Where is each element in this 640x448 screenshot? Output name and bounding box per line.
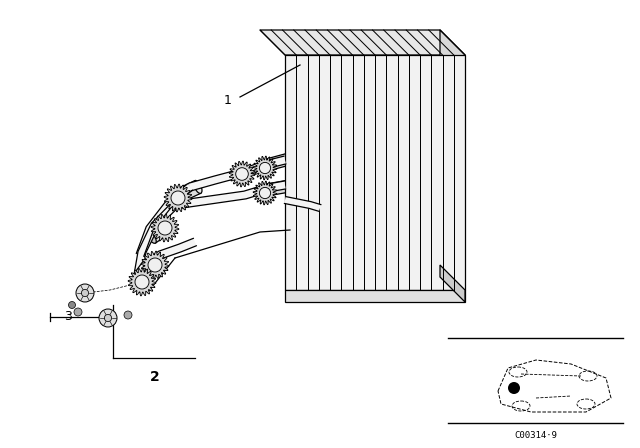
Polygon shape	[260, 30, 465, 55]
Polygon shape	[141, 251, 169, 279]
Ellipse shape	[172, 190, 180, 203]
Polygon shape	[440, 265, 465, 302]
Circle shape	[508, 382, 520, 394]
Polygon shape	[151, 214, 179, 242]
Circle shape	[171, 191, 185, 205]
Circle shape	[76, 284, 94, 302]
Polygon shape	[189, 156, 286, 191]
Circle shape	[68, 302, 76, 309]
Ellipse shape	[264, 184, 270, 196]
Polygon shape	[285, 290, 465, 302]
Ellipse shape	[264, 159, 271, 171]
Circle shape	[135, 275, 149, 289]
Circle shape	[124, 311, 132, 319]
Bar	[266, 153, 290, 171]
Ellipse shape	[285, 153, 292, 165]
Polygon shape	[175, 181, 285, 209]
Polygon shape	[136, 184, 193, 256]
Circle shape	[81, 289, 88, 297]
Circle shape	[74, 308, 82, 316]
Polygon shape	[285, 55, 465, 290]
Polygon shape	[284, 197, 321, 211]
Polygon shape	[128, 268, 156, 296]
Text: 3: 3	[64, 310, 72, 323]
Polygon shape	[253, 156, 277, 180]
Text: 1: 1	[224, 94, 232, 107]
Circle shape	[104, 314, 111, 322]
Circle shape	[99, 309, 117, 327]
Ellipse shape	[164, 221, 173, 232]
Polygon shape	[229, 161, 255, 187]
Ellipse shape	[194, 181, 202, 194]
Ellipse shape	[147, 232, 156, 243]
Circle shape	[259, 187, 271, 198]
Circle shape	[236, 168, 248, 180]
Text: C00314·9: C00314·9	[514, 431, 557, 440]
Bar	[173, 181, 201, 203]
Circle shape	[259, 162, 271, 173]
Polygon shape	[253, 181, 277, 205]
Polygon shape	[134, 202, 178, 276]
Circle shape	[158, 221, 172, 235]
Text: 2: 2	[150, 370, 160, 384]
Bar	[148, 221, 172, 243]
Bar	[266, 180, 290, 196]
Polygon shape	[440, 30, 465, 290]
Circle shape	[148, 258, 162, 272]
Ellipse shape	[286, 180, 292, 192]
Polygon shape	[135, 238, 196, 277]
Polygon shape	[164, 184, 192, 212]
